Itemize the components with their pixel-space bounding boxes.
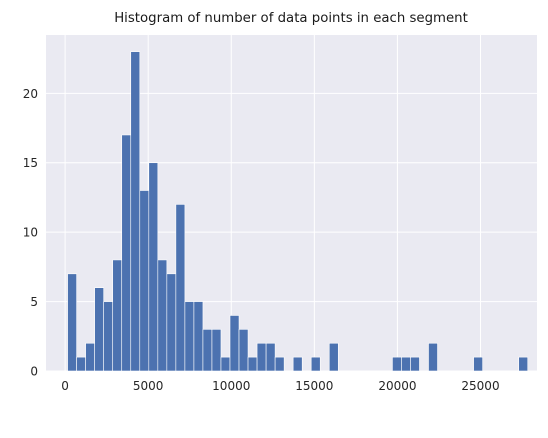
y-tick-label: 0 [30,365,38,379]
histogram-bar [193,301,204,372]
histogram-bar [76,356,86,372]
x-tick-label: 5000 [133,379,164,393]
histogram-bar [121,134,132,372]
x-tick-label: 0 [61,379,69,393]
histogram-bar [130,51,141,372]
histogram-bar [103,301,114,372]
histogram-bar [148,162,159,372]
x-axis-ticks: 0 5000 10000 15000 20000 25000 [61,379,499,393]
y-tick-label: 10 [23,226,38,240]
histogram-bar [184,301,195,372]
y-tick-label: 15 [23,156,38,170]
chart-title: Histogram of number of data points in ea… [114,11,468,26]
histogram-bar [428,342,438,372]
histogram-bar [392,356,402,372]
histogram-bar [256,342,267,372]
histogram-bar [310,356,321,372]
x-tick-label: 25000 [461,379,499,393]
histogram-bar [166,273,177,372]
x-tick-label: 10000 [212,379,250,393]
histogram-bar [328,342,339,372]
histogram-bar [139,190,150,372]
histogram-bar [211,329,222,372]
histogram-bar [410,356,420,372]
x-tick-label: 20000 [378,379,416,393]
y-tick-label: 5 [30,295,38,309]
histogram-bar [401,356,411,372]
histogram-bar [229,315,240,372]
histogram-bar [518,356,529,372]
histogram-bar [292,356,303,372]
y-axis-ticks: 0 5 10 15 20 [23,87,38,379]
histogram-bar [247,356,258,372]
histogram-bar [274,356,285,372]
histogram-bar [202,329,213,372]
histogram-bar [157,259,168,372]
histogram-bar [67,273,77,372]
x-tick-label: 15000 [295,379,333,393]
histogram-bar [175,204,186,372]
histogram-bar [473,356,483,372]
histogram-bar [112,259,123,372]
histogram-bar [220,356,231,372]
y-tick-label: 20 [23,87,38,101]
histogram-bar [238,329,249,372]
histogram-bar [94,287,104,372]
histogram-bars [67,51,529,372]
histogram-bar [85,342,95,372]
histogram-bar [265,342,276,372]
